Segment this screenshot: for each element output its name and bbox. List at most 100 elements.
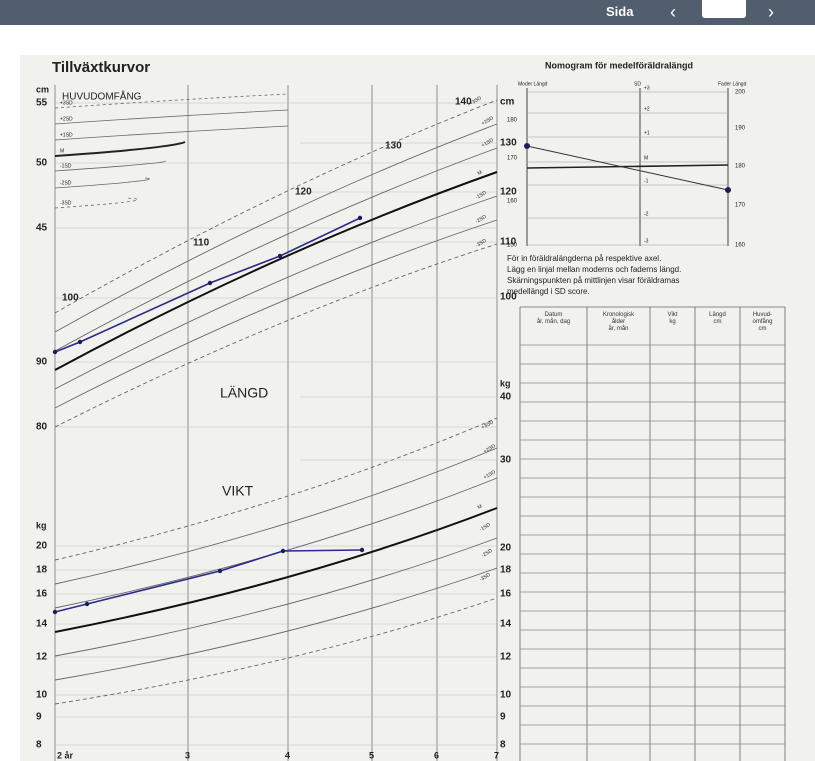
paper [20,55,815,761]
label: Nomogram för medelföräldralängd [545,60,693,70]
label: 9 [36,712,42,723]
label: -1SD [475,190,488,201]
label: -1 [644,178,649,184]
label: +2SD [483,443,497,455]
label: 30 [500,455,512,466]
label: 16 [36,589,48,600]
label: -3SD [60,200,72,206]
label: 9 [500,712,506,723]
label: 14 [500,619,512,630]
label: 170 [507,156,518,162]
plot-dot [280,548,286,554]
label: 10 [500,690,512,701]
curve [54,597,498,705]
line [526,164,729,169]
label: 40 [500,392,512,403]
plot-dot [277,253,283,259]
label: 160 [735,243,746,249]
label: -2 [644,211,649,217]
label: 8 [36,740,42,751]
plot-dot [207,280,213,286]
label: 110 [193,238,210,249]
label: 18 [36,565,48,576]
label: kg [36,520,47,530]
plot-dot [52,609,58,615]
label: 100 [500,292,517,303]
label: 120 [295,187,312,198]
next-button[interactable]: › [768,2,774,22]
curve [54,507,498,633]
label: 5 [369,750,374,760]
prev-button[interactable]: ‹ [670,2,676,22]
label: M [477,504,484,511]
label: -1SD [479,522,492,533]
label: -1SD [60,163,72,169]
mother-dot [524,143,530,149]
label: cm [500,97,515,108]
label: Tillväxtkurvor [52,59,150,76]
label: +3SD [60,100,73,106]
label: HUVUDOMFÅNG [62,90,142,103]
label: 3 [185,750,190,760]
curve [54,147,498,352]
label: M [60,148,64,154]
curve [54,447,498,585]
curve [54,123,498,333]
label: -3SD [479,572,492,583]
label: 140 [455,97,472,108]
label: 160 [507,199,518,205]
label: -2SD [60,180,72,186]
plot-dot [217,568,223,574]
label: 100 [62,293,79,304]
label: 18 [500,565,512,576]
label: +1SD [60,132,73,138]
page-input[interactable] [702,0,746,18]
plot-dot [84,601,90,607]
curve [54,109,289,125]
table-header-cell: Vikt kg [667,312,678,325]
label: 190 [735,126,746,132]
plot-dot [77,339,83,345]
curve [54,177,150,189]
label: +1SD [483,469,497,481]
label: 12 [36,652,48,663]
curve [54,477,498,609]
plot-dot [52,349,58,355]
label: +2 [644,106,650,112]
label: 150 [507,243,518,249]
label: 120 [500,187,517,198]
curve [54,99,498,314]
label: M [477,170,484,177]
label: 4 [285,750,290,760]
curve [54,141,186,157]
label: -3 [644,238,649,244]
table-header-cell: Kronologisk ålder år, mån [602,312,635,332]
label: LÄNGD [220,385,268,401]
label: 180 [507,118,518,124]
label: 16 [500,589,512,600]
label: Fader Längd [718,81,747,87]
label: 12 [500,652,512,663]
label: -2SD [481,548,494,559]
label: +1 [644,130,650,136]
label: 80 [36,422,48,433]
label: +2SD [60,116,73,122]
label: 180 [735,164,746,170]
label: 110 [500,237,517,248]
label: 50 [36,158,48,169]
curve [54,160,166,172]
label: medellängd i SD score. [507,287,590,296]
label: 20 [36,541,48,552]
label: cm [36,84,49,94]
label: Moder Längd [518,81,548,87]
label: +3SD [469,95,483,107]
label: +3SD [481,419,495,431]
label: 14 [36,619,48,630]
curve [54,417,498,561]
label: 6 [434,750,439,760]
label: 10 [36,690,48,701]
label: 130 [385,141,402,152]
label: kg [500,378,511,388]
